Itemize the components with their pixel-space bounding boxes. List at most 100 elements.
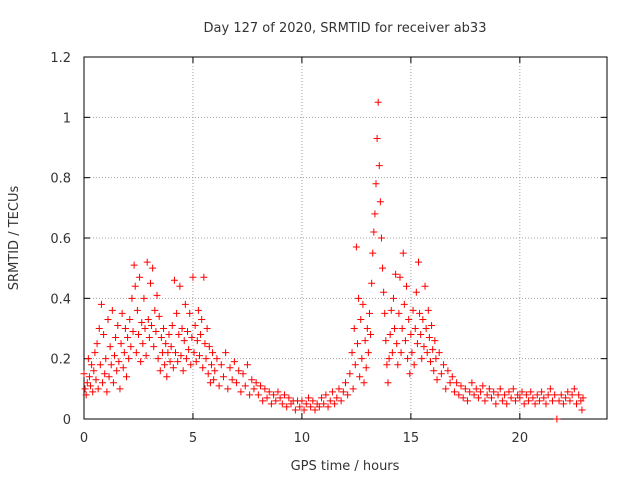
data-point (352, 243, 360, 251)
data-point (450, 388, 458, 396)
data-point (468, 379, 476, 387)
data-point (384, 379, 392, 387)
data-point (553, 415, 561, 423)
data-point (136, 273, 144, 281)
data-point (176, 282, 184, 290)
data-point (339, 388, 347, 396)
data-point (109, 379, 117, 387)
data-point (394, 361, 402, 369)
data-point (209, 349, 217, 357)
data-point (107, 361, 115, 369)
data-point (355, 294, 363, 302)
data-point (207, 361, 215, 369)
data-point (300, 406, 308, 414)
data-point (420, 343, 428, 351)
data-point (320, 400, 328, 408)
data-point (144, 315, 152, 323)
data-point (444, 367, 452, 375)
data-point (398, 325, 406, 332)
data-point (373, 134, 381, 142)
data-point (407, 331, 415, 339)
data-point (274, 388, 282, 396)
data-point (146, 279, 154, 287)
data-point (237, 388, 245, 396)
data-point (118, 309, 126, 317)
data-point (192, 358, 200, 366)
data-point (164, 349, 172, 357)
data-point (362, 364, 370, 372)
x-tick-label: 0 (80, 431, 88, 446)
data-point (283, 403, 291, 411)
data-point (433, 376, 441, 384)
data-point (403, 282, 411, 290)
data-point (241, 382, 249, 390)
data-point (470, 391, 478, 399)
data-point (194, 306, 202, 314)
y-tick-label: 0.6 (50, 232, 71, 247)
gridlines (84, 57, 607, 419)
chart-title: Day 127 of 2020, SRMTID for receiver ab3… (204, 21, 487, 36)
data-point (555, 397, 563, 405)
data-point (90, 367, 98, 375)
data-point (104, 315, 112, 323)
data-point (392, 270, 400, 278)
data-point (529, 394, 537, 402)
x-tick-label: 5 (189, 431, 197, 446)
data-point (511, 397, 519, 405)
data-point (562, 394, 570, 402)
data-point (426, 358, 434, 366)
data-point (154, 355, 162, 363)
data-point (396, 273, 404, 281)
data-point (401, 337, 409, 345)
data-point (125, 355, 133, 363)
data-point (142, 352, 150, 360)
data-point (270, 391, 278, 399)
data-point (177, 352, 185, 360)
data-point (412, 288, 420, 296)
data-point (430, 367, 438, 375)
data-point (516, 394, 524, 402)
data-point (388, 349, 396, 357)
data-point (81, 385, 89, 393)
data-point (375, 162, 383, 170)
data-point (246, 391, 254, 399)
data-point (145, 334, 153, 342)
data-point (331, 400, 339, 408)
data-point (348, 349, 356, 357)
y-axis-label: SRMTID / TECUs (7, 186, 22, 291)
data-point (440, 361, 448, 369)
data-point (259, 397, 267, 405)
data-point (307, 403, 315, 411)
data-point (254, 391, 262, 399)
data-point (157, 334, 165, 342)
data-point (162, 340, 170, 348)
data-point (428, 321, 436, 329)
data-point (132, 349, 140, 357)
data-point (446, 379, 454, 387)
data-point (130, 261, 138, 269)
data-point (252, 379, 260, 387)
data-point (337, 397, 345, 405)
data-point (165, 331, 173, 339)
data-point (128, 294, 136, 302)
data-point (127, 343, 135, 351)
data-point (80, 370, 88, 378)
data-point (393, 340, 401, 348)
data-point (417, 331, 425, 339)
data-point (233, 379, 241, 387)
data-point (139, 340, 147, 348)
data-point (119, 364, 127, 372)
data-point (461, 385, 469, 393)
data-point (505, 388, 513, 396)
data-point (211, 367, 219, 375)
data-point (425, 334, 433, 342)
data-point (395, 309, 403, 317)
data-point (99, 379, 107, 387)
data-point (490, 388, 498, 396)
data-point (230, 358, 238, 366)
data-point (315, 403, 323, 411)
data-point (272, 397, 280, 405)
data-point (92, 376, 100, 384)
data-point (546, 385, 554, 393)
